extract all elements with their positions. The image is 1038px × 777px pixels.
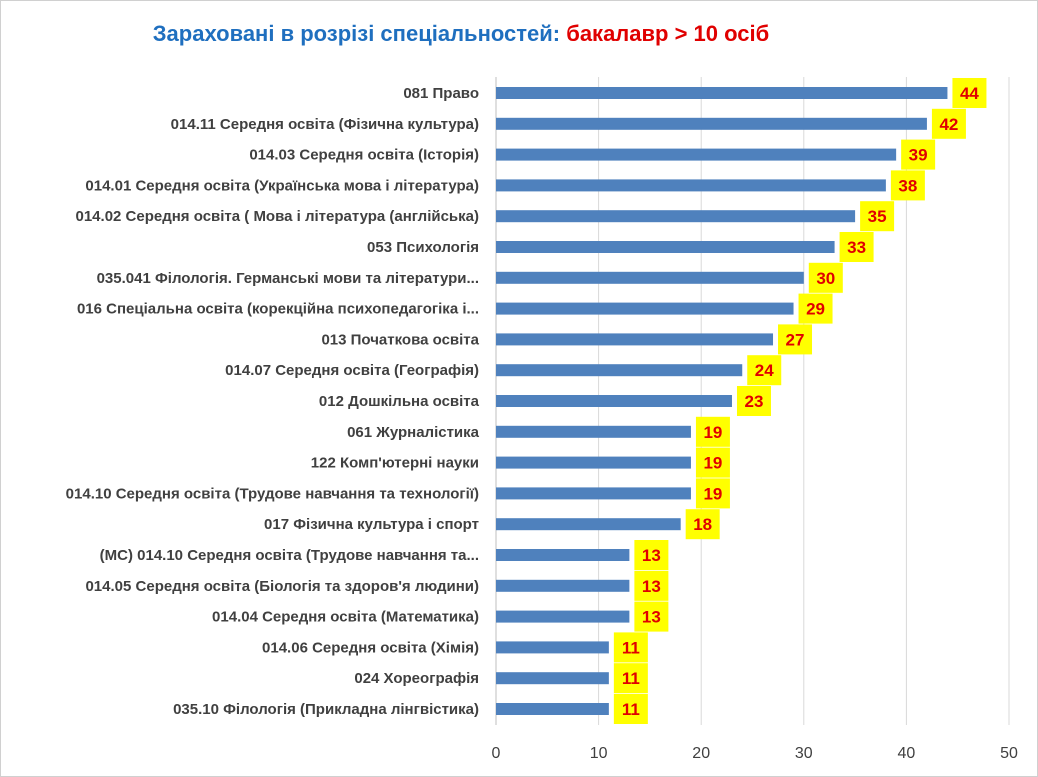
bar [496, 241, 835, 253]
category-label: 016 Спеціальна освіта (корекційна психоп… [77, 301, 479, 318]
category-label: 014.05 Середня освіта (Біологія та здоро… [85, 578, 479, 595]
data-label: 19 [703, 423, 722, 442]
category-label: 014.03 Середня освіта (Історія) [249, 147, 479, 164]
bar [496, 87, 948, 99]
data-label: 38 [898, 176, 917, 195]
bar [496, 579, 630, 592]
category-label: 014.11 Середня освіта (Фізична культура) [171, 116, 479, 133]
data-label-background [695, 478, 730, 509]
data-label: 35 [868, 207, 887, 226]
bar [496, 425, 691, 438]
category-label: 024 Хореографія [354, 670, 479, 687]
data-label: 13 [642, 577, 661, 596]
bar [496, 271, 804, 284]
bar [496, 333, 774, 346]
bar [496, 456, 691, 469]
data-label-background [890, 170, 925, 201]
data-label: 13 [642, 608, 661, 627]
x-tick-label: 40 [898, 745, 916, 762]
data-label-background [747, 355, 782, 386]
category-label: 035.10 Філологія (Прикладна лінгвістика) [173, 701, 479, 718]
bar [496, 518, 681, 531]
chart-title-highlight: бакалавр > 10 осіб [566, 21, 770, 46]
x-tick-label: 30 [795, 745, 813, 762]
data-label-background [931, 108, 966, 139]
bar [496, 703, 609, 715]
data-label-background [695, 416, 730, 447]
data-label: 30 [816, 269, 835, 288]
chart-title: Зараховані в розрізі спеціальностей: бак… [1, 21, 921, 47]
data-label: 29 [806, 300, 825, 319]
bar [496, 179, 886, 192]
data-label: 44 [960, 84, 979, 103]
data-label: 19 [703, 484, 722, 503]
data-label: 11 [622, 638, 640, 657]
category-label: 014.04 Середня освіта (Математика) [212, 609, 479, 626]
data-label: 27 [786, 330, 805, 349]
category-label: 017 Фізична культура і спорт [264, 516, 479, 533]
category-label: 014.02 Середня освіта ( Мова і літератур… [76, 208, 480, 225]
data-label: 39 [909, 146, 928, 165]
bar [496, 487, 691, 500]
data-label-background [634, 570, 669, 601]
bar [496, 148, 897, 161]
data-label-background [901, 139, 936, 170]
bar [496, 302, 794, 315]
data-label: 11 [622, 700, 640, 719]
data-label-background [798, 293, 833, 324]
bar [496, 610, 630, 623]
data-label: 23 [745, 392, 764, 411]
bar [496, 210, 856, 223]
data-label: 18 [693, 515, 712, 534]
data-label-background [695, 447, 730, 478]
data-label: 33 [847, 238, 866, 257]
data-label-background [613, 663, 648, 694]
data-label-background [839, 232, 874, 262]
data-label-background [613, 632, 648, 663]
data-label-background [613, 694, 648, 724]
data-label-background [778, 324, 813, 355]
category-label: 014.07 Середня освіта (Географія) [225, 362, 479, 379]
x-tick-label: 50 [1000, 745, 1018, 762]
data-label: 11 [622, 669, 640, 688]
bar [496, 672, 609, 685]
x-tick-label: 20 [692, 745, 710, 762]
category-label: 061 Журналістика [347, 424, 480, 441]
category-label: 035.041 Філологія. Германські мови та лі… [97, 270, 479, 287]
category-label: (МС) 014.10 Середня освіта (Трудове навч… [100, 547, 479, 564]
data-label: 19 [703, 454, 722, 473]
category-label: 013 Початкова освіта [321, 331, 479, 348]
data-label-background [952, 78, 987, 108]
category-label: 014.06 Середня освіта (Хімія) [262, 639, 479, 656]
data-label-background [808, 262, 843, 293]
data-label-background [736, 386, 771, 416]
bar [496, 641, 609, 654]
data-label: 42 [939, 115, 958, 134]
data-label: 24 [755, 361, 774, 380]
category-label: 014.01 Середня освіта (Українська мова і… [85, 177, 479, 194]
category-label: 053 Психологія [367, 239, 479, 256]
x-tick-label: 0 [492, 745, 501, 762]
bar [496, 395, 732, 407]
category-label: 014.10 Середня освіта (Трудове навчання … [66, 485, 479, 502]
chart-title-main: Зараховані в розрізі спеціальностей: [152, 21, 561, 46]
data-label: 13 [642, 546, 661, 565]
category-label: 081 Право [403, 85, 479, 102]
data-label-background [860, 201, 895, 232]
x-tick-label: 10 [590, 745, 608, 762]
category-label: 012 Дошкільна освіта [319, 393, 480, 410]
bar [496, 364, 743, 377]
category-label: 122 Комп'ютерні науки [311, 455, 479, 472]
data-label-background [685, 509, 720, 540]
bar [496, 117, 927, 130]
data-label-background [634, 601, 669, 632]
bar [496, 549, 630, 561]
data-label-background [634, 540, 669, 570]
